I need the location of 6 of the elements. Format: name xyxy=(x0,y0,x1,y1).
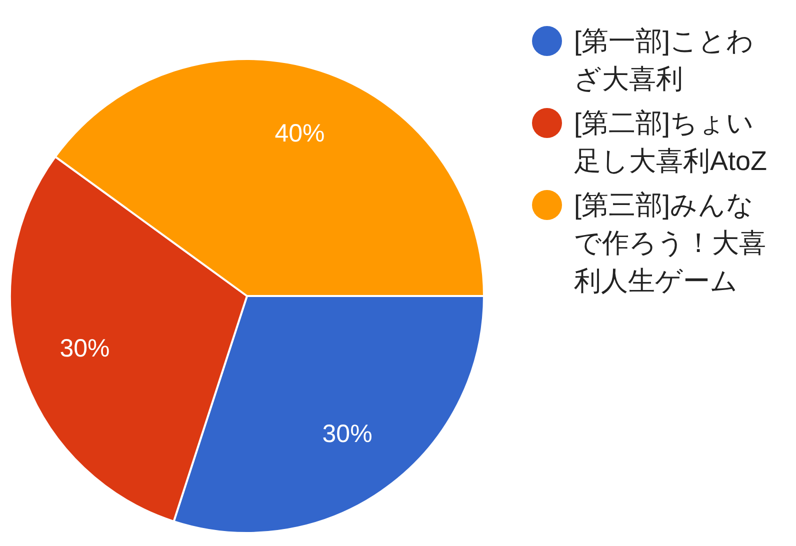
data-label: 40% xyxy=(274,120,325,148)
data-label: 30% xyxy=(60,334,110,363)
legend-label: [第三部]みんなで作ろう！大喜利人生ゲーム xyxy=(574,189,767,298)
legend-label: [第一部]ことわざ大喜利 xyxy=(574,25,756,96)
data-label: 30% xyxy=(322,420,372,448)
legend-label: [第二部]ちょい足し大喜利AtoZ xyxy=(574,107,768,178)
